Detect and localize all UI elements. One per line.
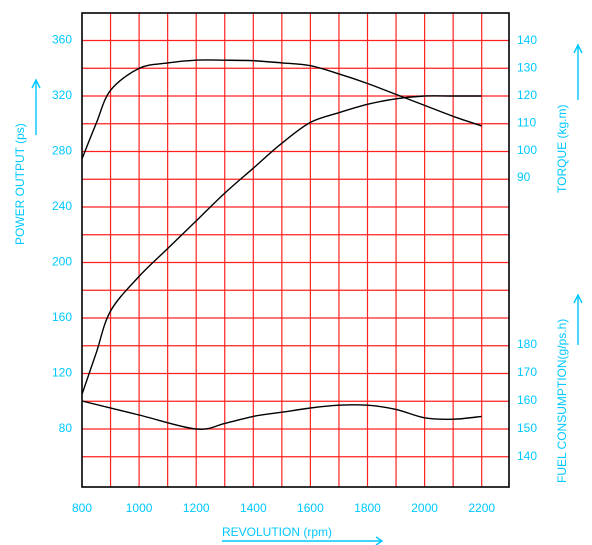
torque-tick-label: 130 [517, 61, 537, 75]
x-tick-label: 1800 [354, 501, 381, 515]
x-tick-label: 1000 [126, 501, 153, 515]
fuel-tick-label: 140 [517, 449, 537, 463]
power-axis-title: POWER OUTPUT (ps) [13, 123, 27, 245]
x-axis-arrow [222, 536, 384, 545]
x-tick-label: 800 [72, 501, 92, 515]
torque-tick-label: 120 [517, 88, 537, 102]
x-axis-ticks: 800 1000 1200 1400 1600 1800 2000 2200 [72, 501, 495, 515]
fuel-axis-ticks: 140 150 160 170 180 [517, 337, 537, 463]
power-curve [81, 95, 482, 395]
power-tick-label: 240 [52, 199, 72, 213]
fuel-axis-arrow [573, 293, 583, 345]
plot-frame [81, 12, 510, 488]
power-tick-label: 120 [52, 366, 72, 380]
fuel-tick-label: 160 [517, 393, 537, 407]
x-axis-title: REVOLUTION (rpm) [222, 525, 332, 539]
torque-tick-label: 90 [517, 170, 531, 184]
power-axis-arrow [31, 78, 41, 135]
power-tick-label: 200 [52, 255, 72, 269]
power-tick-label: 360 [52, 33, 72, 47]
torque-axis-title: TORQUE (kg.m) [555, 105, 569, 193]
curves [81, 59, 482, 430]
fuel-tick-label: 150 [517, 421, 537, 435]
fuel-tick-label: 170 [517, 365, 537, 379]
fuel-curve [81, 400, 482, 430]
x-tick-label: 1200 [183, 501, 210, 515]
torque-tick-label: 100 [517, 143, 537, 157]
torque-axis-ticks: 90 100 110 120 130 140 [517, 33, 537, 184]
power-axis-ticks: 80 120 160 200 240 280 320 360 [52, 33, 72, 436]
x-tick-label: 1400 [240, 501, 267, 515]
grid [82, 13, 509, 487]
torque-tick-label: 140 [517, 33, 537, 47]
x-tick-label: 2000 [411, 501, 438, 515]
torque-axis-arrow [573, 43, 583, 100]
power-tick-label: 320 [52, 88, 72, 102]
power-tick-label: 80 [59, 421, 73, 435]
torque-tick-label: 110 [517, 115, 536, 129]
x-tick-label: 1600 [297, 501, 324, 515]
fuel-axis-title: FUEL CONSUMPTION(g/ps.h) [555, 319, 569, 483]
fuel-tick-label: 180 [517, 337, 537, 351]
power-tick-label: 160 [52, 310, 72, 324]
torque-curve [81, 59, 482, 160]
x-tick-label: 2200 [468, 501, 495, 515]
power-tick-label: 280 [52, 144, 72, 158]
